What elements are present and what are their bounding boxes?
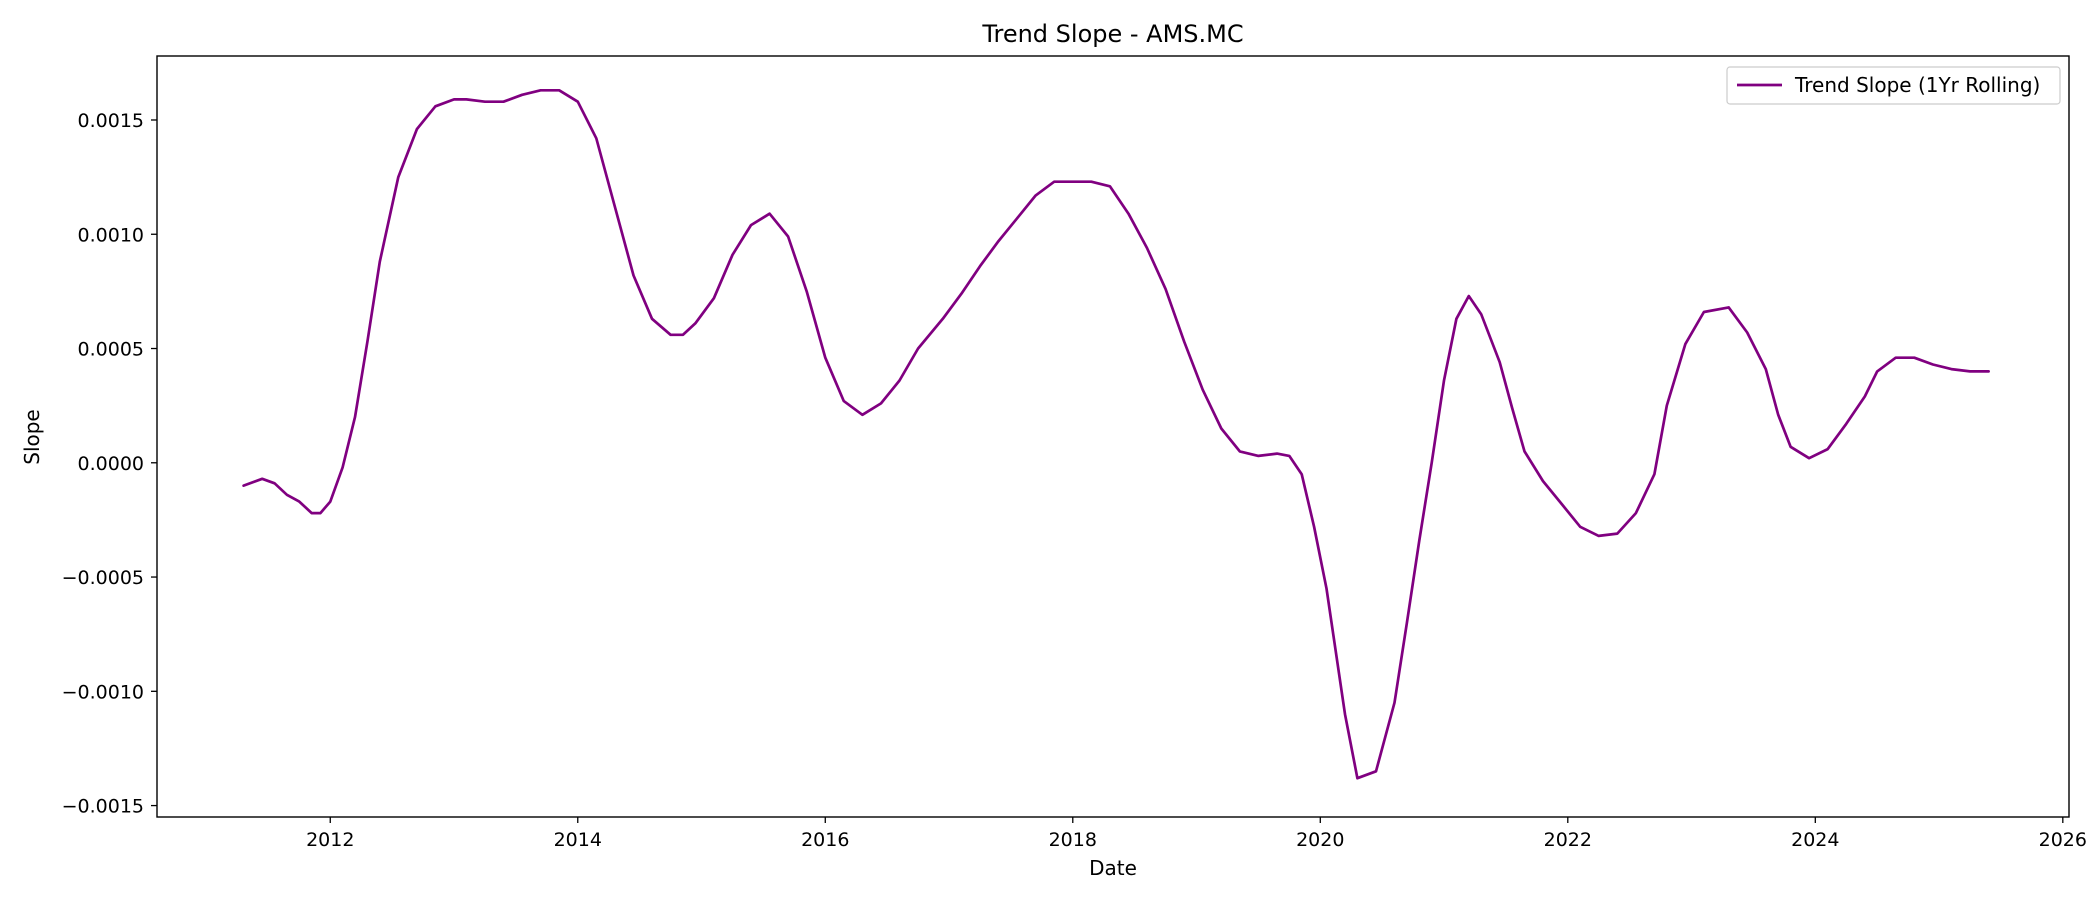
plot-area	[156, 55, 2070, 818]
y-tick-label: 0.0010	[78, 224, 144, 246]
x-axis: 2012 2014 2016 2018 2020 2022 2024 2026	[306, 817, 2087, 851]
x-tick-label: 2020	[1296, 829, 1344, 851]
x-tick-label: 2014	[554, 829, 602, 851]
y-tick-label: −0.0005	[62, 567, 144, 589]
y-axis-label: Slope	[20, 409, 44, 465]
legend-entry-label: Trend Slope (1Yr Rolling)	[1794, 73, 2040, 97]
y-tick-label: 0.0005	[78, 339, 144, 361]
x-tick-label: 2022	[1544, 829, 1592, 851]
y-tick-label: 0.0015	[78, 110, 144, 132]
legend: Trend Slope (1Yr Rolling)	[1726, 66, 2061, 105]
x-tick-label: 2018	[1049, 829, 1097, 851]
x-tick-label: 2012	[306, 829, 354, 851]
x-tick-label: 2024	[1791, 829, 1839, 851]
legend-box	[1726, 66, 2061, 105]
x-tick-label: 2016	[801, 829, 849, 851]
y-tick-label: −0.0015	[62, 796, 144, 818]
axes-frame	[156, 55, 2070, 818]
x-axis-label: Date	[1089, 856, 1137, 880]
y-axis: −0.0015 −0.0010 −0.0005 0.0000 0.0005 0.0010 0…	[62, 110, 157, 818]
y-tick-label: 0.0000	[78, 453, 144, 475]
series-line-0	[242, 88, 1990, 780]
chart-title: Trend Slope - AMS.MC	[981, 20, 1243, 48]
y-tick-label: −0.0010	[62, 681, 144, 703]
x-tick-label: 2026	[2039, 829, 2087, 851]
